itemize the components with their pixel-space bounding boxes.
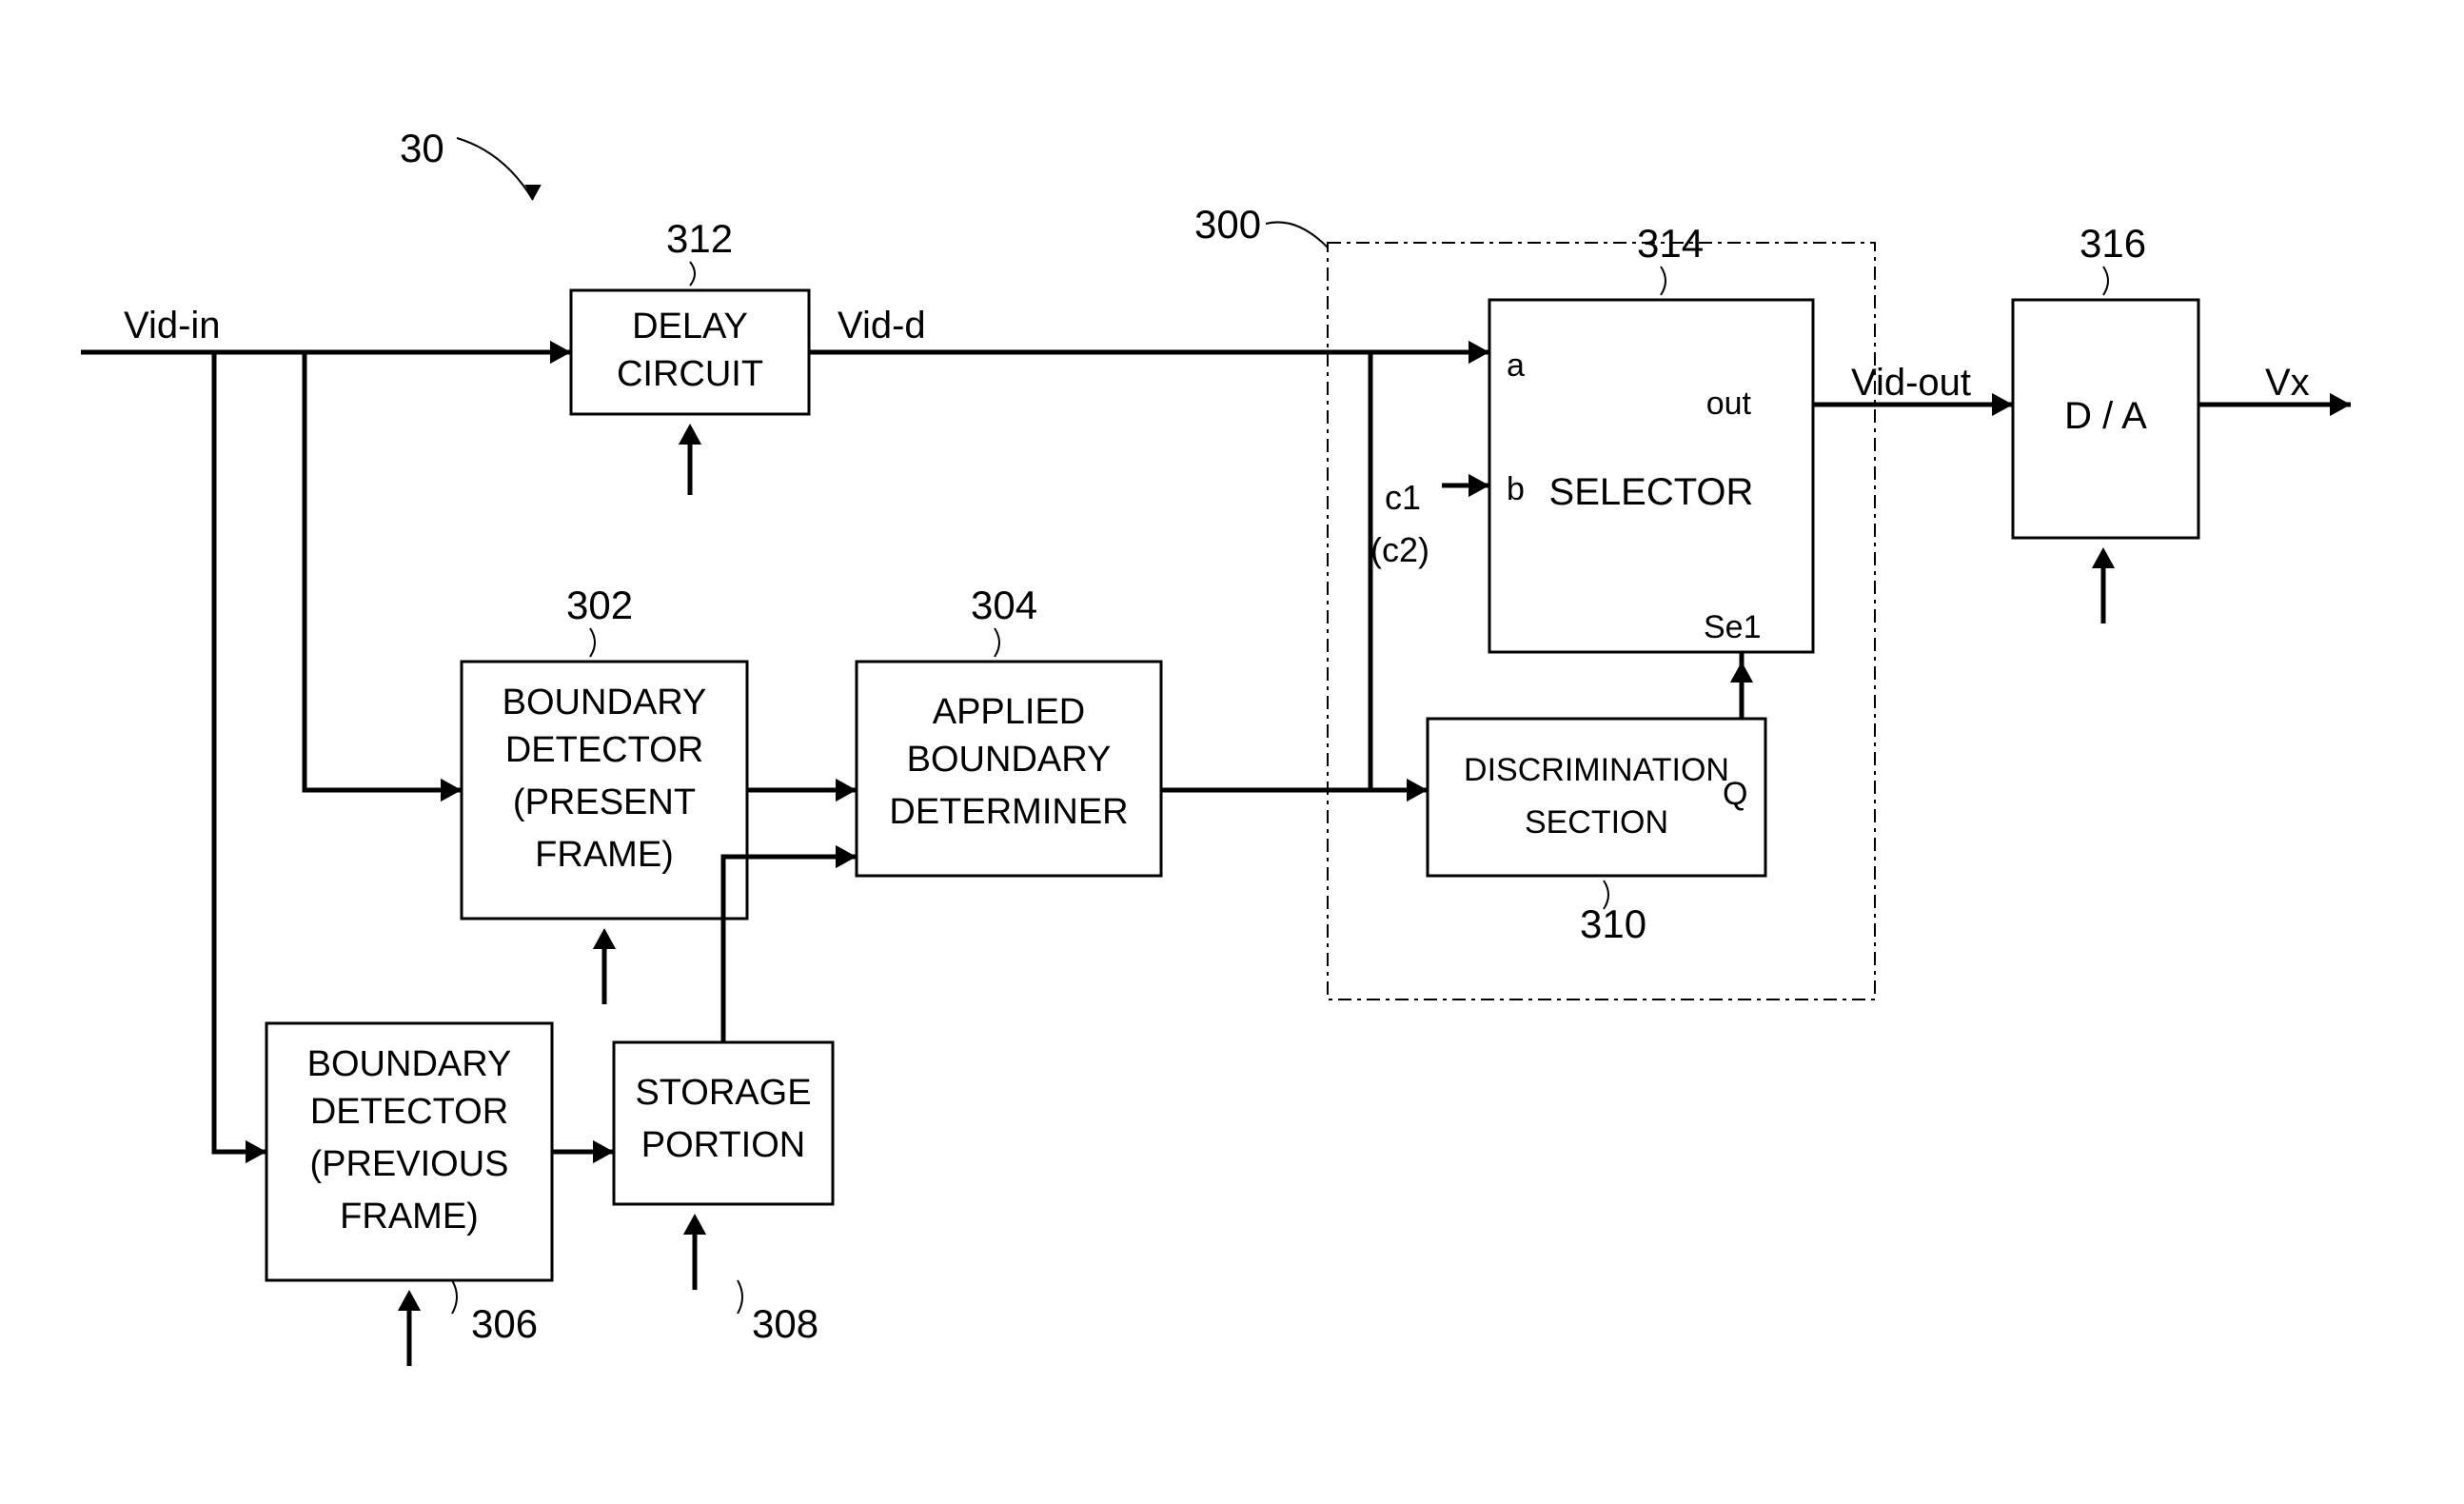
arrowhead <box>1992 393 2013 416</box>
wire-tap2_down <box>214 352 266 1152</box>
block-bd_present-text: FRAME) <box>535 835 674 875</box>
signal-c1: c1 <box>1385 478 1421 517</box>
ref-306: 306 <box>471 1301 538 1346</box>
ref-312: 312 <box>666 216 733 261</box>
block-bd_prev-text: BOUNDARY <box>307 1044 512 1084</box>
port-b: b <box>1507 471 1525 507</box>
ref-304: 304 <box>971 583 1037 627</box>
arrowhead <box>1469 474 1489 497</box>
arrowhead <box>2330 393 2351 416</box>
ref-tick-314 <box>1661 267 1666 295</box>
block-bd_prev-text: (PREVIOUS <box>309 1144 508 1184</box>
block-bd_present-text: DETECTOR <box>505 730 703 770</box>
signal-vid-out: Vid-out <box>1851 362 1971 404</box>
block-da-text: D / A <box>2064 395 2147 437</box>
arrowhead <box>1730 662 1753 683</box>
signal-vid-d: Vid-d <box>838 305 926 346</box>
ref-308: 308 <box>752 1301 818 1346</box>
signal-c2: (c2) <box>1370 530 1429 569</box>
port-se1: Se1 <box>1704 609 1762 645</box>
port-q: Q <box>1723 776 1747 812</box>
ref-30: 30 <box>400 126 444 170</box>
arrowhead <box>836 779 857 801</box>
block-selector-text: SELECTOR <box>1549 471 1754 513</box>
ref-tick-306 <box>452 1280 457 1314</box>
ref-tick-308 <box>738 1280 742 1314</box>
ref-300: 300 <box>1194 202 1261 247</box>
arrowhead <box>1407 779 1428 801</box>
arrowhead <box>593 928 616 949</box>
ref-tick-300 <box>1266 222 1328 247</box>
block-bd_present-text: (PRESENT <box>513 782 696 822</box>
arrowhead <box>441 779 462 801</box>
block-bd_prev-text: DETECTOR <box>310 1092 508 1132</box>
port-a: a <box>1507 347 1525 384</box>
ref-tick-304 <box>995 628 999 657</box>
arrowhead <box>593 1140 614 1163</box>
arrowhead <box>1469 341 1489 364</box>
arrowhead <box>2092 547 2115 568</box>
block-discrim-text: DISCRIMINATION <box>1464 752 1729 788</box>
signal-vx: Vx <box>2265 362 2310 404</box>
block-discrim <box>1428 719 1765 876</box>
signal-vid-in: Vid-in <box>124 305 221 346</box>
block-storage-text: PORTION <box>641 1125 805 1165</box>
block-abd-text: DETERMINER <box>889 792 1128 832</box>
port-out: out <box>1706 386 1752 422</box>
arrowhead <box>679 424 701 445</box>
arrowhead <box>550 341 571 364</box>
block-delay-text: DELAY <box>632 307 748 346</box>
arrowhead <box>246 1140 266 1163</box>
ref-302: 302 <box>566 583 633 627</box>
ref-314: 314 <box>1637 221 1704 266</box>
arrowhead <box>836 845 857 868</box>
ref-tick-312 <box>690 262 695 286</box>
block-bd_prev-text: FRAME) <box>340 1197 479 1237</box>
arrowhead <box>398 1290 421 1311</box>
ref-316: 316 <box>2080 221 2146 266</box>
ref-30-leader <box>457 138 533 200</box>
wire-tap1_down <box>305 352 462 790</box>
block-storage-text: STORAGE <box>635 1073 811 1113</box>
ref-tick-302 <box>590 628 595 657</box>
block-abd-text: APPLIED <box>933 692 1086 732</box>
arrowhead <box>683 1214 706 1235</box>
block-discrim-text: SECTION <box>1525 804 1668 841</box>
ref-tick-316 <box>2103 267 2108 295</box>
block-bd_present-text: BOUNDARY <box>503 683 707 722</box>
block-delay-text: CIRCUIT <box>617 354 763 394</box>
ref-310: 310 <box>1580 901 1646 946</box>
block-abd-text: BOUNDARY <box>907 740 1112 780</box>
block-storage <box>614 1042 833 1204</box>
